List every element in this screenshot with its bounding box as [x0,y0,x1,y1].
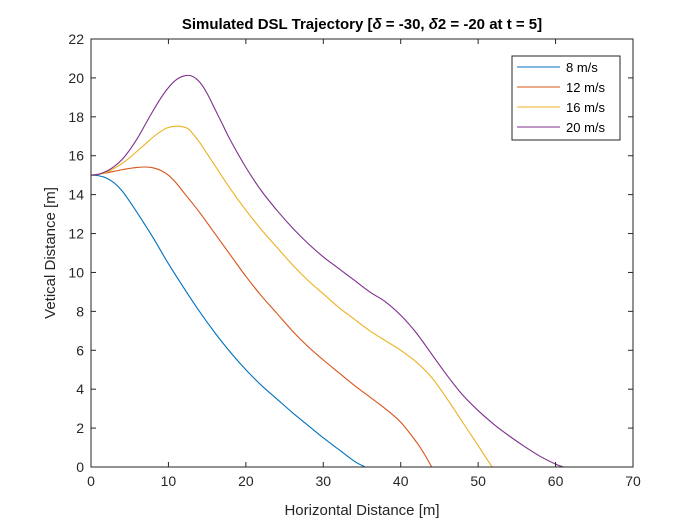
y-tick-label: 6 [76,342,84,358]
legend-label-0: 8 m/s [566,60,598,75]
legend-label-3: 20 m/s [566,120,606,135]
y-tick-label: 10 [68,264,84,280]
x-tick-label: 50 [470,473,486,489]
x-tick-label: 40 [393,473,409,489]
y-tick-label: 12 [68,226,84,242]
y-tick-label: 18 [68,109,84,125]
x-tick-label: 60 [548,473,564,489]
x-tick-label: 20 [238,473,254,489]
series-line-1 [90,166,433,468]
y-tick-label: 2 [76,420,84,436]
legend-label-2: 16 m/s [566,100,606,115]
series-line-0 [90,174,366,468]
x-tick-label: 70 [625,473,641,489]
series-line-3 [90,74,564,468]
x-tick-label: 0 [87,473,95,489]
y-tick-label: 8 [76,303,84,319]
tick-layer: 0 10 20 30 40 50 60 70 0 2 4 6 8 10 12 14 16 18 20 22 [68,31,641,489]
legend-label-1: 12 m/s [566,80,606,95]
y-tick-label: 4 [76,381,84,397]
y-tick-label: 0 [76,459,84,475]
y-tick-label: 16 [68,148,84,164]
x-axis-label: Horizontal Distance [m] [284,502,439,519]
chart-title: Simulated DSL Trajectory [δ = -30, δ2 = … [182,16,542,33]
y-axis-label: Vetical Distance [m] [42,187,59,319]
y-tick-label: 14 [68,187,84,203]
x-tick-label: 30 [315,473,331,489]
legend: 8 m/s 12 m/s 16 m/s 20 m/s [511,55,621,141]
x-tick-label: 10 [161,473,177,489]
y-tick-label: 22 [68,31,84,47]
axes-box [90,38,634,468]
y-tick-label: 20 [68,70,84,86]
series-line-2 [90,125,493,468]
series-layer [90,74,564,468]
legend-box [511,55,621,141]
